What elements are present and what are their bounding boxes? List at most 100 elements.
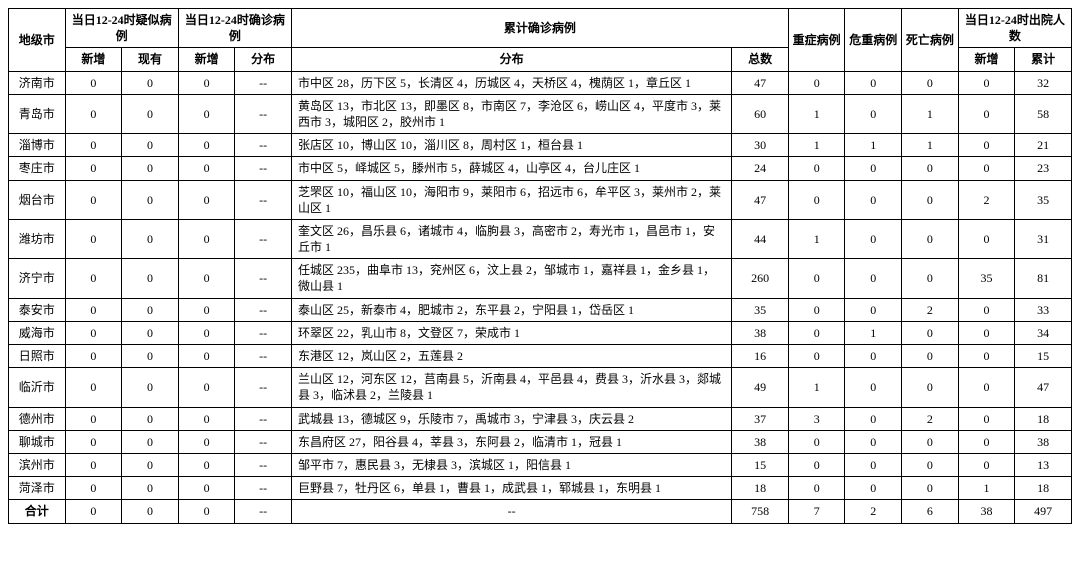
cell-severe: 0 [788, 477, 845, 500]
cell-discharged-new: 0 [958, 157, 1015, 180]
cell-confirmed-new: 0 [178, 368, 235, 407]
cell-confirmed-new: 0 [178, 157, 235, 180]
cell-critical: 0 [845, 407, 902, 430]
cell-city: 烟台市 [9, 180, 66, 219]
cell-cumulative-dist: 邹平市 7，惠民县 3，无棣县 3，滨城区 1，阳信县 1 [291, 453, 731, 476]
cell-cumulative-dist: 黄岛区 13，市北区 13，即墨区 8，市南区 7，李沧区 6，崂山区 4，平度… [291, 94, 731, 133]
cell-confirmed-new: 0 [178, 298, 235, 321]
cell-discharged-new: 0 [958, 430, 1015, 453]
cell-cumulative-total: 60 [732, 94, 789, 133]
cell-cumulative-total: 49 [732, 368, 789, 407]
cell-suspected-exist: 0 [122, 157, 179, 180]
cell-confirmed-new: 0 [178, 94, 235, 133]
cell-confirmed-new: 0 [178, 71, 235, 94]
cell-city: 滨州市 [9, 453, 66, 476]
covid-stats-table: 地级市 当日12-24时疑似病例 当日12-24时确诊病例 累计确诊病例 重症病… [8, 8, 1072, 524]
cell-severe: 1 [788, 219, 845, 258]
cell-confirmed-new: 0 [178, 134, 235, 157]
cell-discharged-new: 0 [958, 453, 1015, 476]
cell-discharged-total: 34 [1015, 321, 1072, 344]
cell-city: 济南市 [9, 71, 66, 94]
cell-confirmed-dist: -- [235, 259, 292, 298]
cell-death: 0 [902, 180, 959, 219]
cell-cumulative-dist: 奎文区 26，昌乐县 6，诸城市 4，临朐县 3，高密市 2，寿光市 1，昌邑市… [291, 219, 731, 258]
cell-discharged-new: 0 [958, 219, 1015, 258]
cell-discharged-total: 497 [1015, 500, 1072, 523]
cell-city: 威海市 [9, 321, 66, 344]
cell-suspected-exist: 0 [122, 134, 179, 157]
cell-cumulative-dist: 任城区 235，曲阜市 13，兖州区 6，汶上县 2，邹城市 1，嘉祥县 1，金… [291, 259, 731, 298]
cell-discharged-new: 0 [958, 407, 1015, 430]
hdr-conf-dist: 分布 [235, 48, 292, 71]
cell-critical: 0 [845, 298, 902, 321]
table-row: 滨州市000--邹平市 7，惠民县 3，无棣县 3，滨城区 1，阳信县 1150… [9, 453, 1072, 476]
hdr-death: 死亡病例 [902, 9, 959, 72]
cell-death: 0 [902, 157, 959, 180]
cell-cumulative-total: 38 [732, 430, 789, 453]
cell-death: 0 [902, 321, 959, 344]
cell-cumulative-dist: 市中区 5，峄城区 5，滕州市 5，薛城区 4，山亭区 4，台儿庄区 1 [291, 157, 731, 180]
cell-confirmed-dist: -- [235, 157, 292, 180]
cell-severe: 0 [788, 345, 845, 368]
cell-suspected-new: 0 [65, 219, 122, 258]
cell-confirmed-dist: -- [235, 180, 292, 219]
cell-suspected-new: 0 [65, 477, 122, 500]
cell-discharged-new: 38 [958, 500, 1015, 523]
cell-city: 泰安市 [9, 298, 66, 321]
cell-severe: 7 [788, 500, 845, 523]
cell-cumulative-total: 260 [732, 259, 789, 298]
cell-discharged-total: 32 [1015, 71, 1072, 94]
cell-cumulative-total: 15 [732, 453, 789, 476]
cell-suspected-exist: 0 [122, 368, 179, 407]
cell-suspected-new: 0 [65, 298, 122, 321]
hdr-discharged: 当日12-24时出院人数 [958, 9, 1071, 48]
cell-city: 德州市 [9, 407, 66, 430]
table-row: 日照市000--东港区 12，岚山区 2，五莲县 216000015 [9, 345, 1072, 368]
cell-cumulative-dist: 泰山区 25，新泰市 4，肥城市 2，东平县 2，宁阳县 1，岱岳区 1 [291, 298, 731, 321]
cell-confirmed-dist: -- [235, 345, 292, 368]
cell-suspected-new: 0 [65, 321, 122, 344]
cell-suspected-new: 0 [65, 157, 122, 180]
cell-city: 菏泽市 [9, 477, 66, 500]
cell-cumulative-total: 758 [732, 500, 789, 523]
cell-city: 济宁市 [9, 259, 66, 298]
cell-death: 0 [902, 453, 959, 476]
cell-discharged-new: 0 [958, 345, 1015, 368]
table-row: 泰安市000--泰山区 25，新泰市 4，肥城市 2，东平县 2，宁阳县 1，岱… [9, 298, 1072, 321]
cell-city: 潍坊市 [9, 219, 66, 258]
cell-cumulative-dist: 武城县 13，德城区 9，乐陵市 7，禹城市 3，宁津县 3，庆云县 2 [291, 407, 731, 430]
cell-confirmed-dist: -- [235, 453, 292, 476]
cell-suspected-exist: 0 [122, 71, 179, 94]
cell-city: 日照市 [9, 345, 66, 368]
cell-discharged-total: 35 [1015, 180, 1072, 219]
cell-confirmed-dist: -- [235, 134, 292, 157]
cell-suspected-new: 0 [65, 453, 122, 476]
cell-severe: 1 [788, 134, 845, 157]
cell-cumulative-dist: -- [291, 500, 731, 523]
cell-discharged-new: 2 [958, 180, 1015, 219]
cell-suspected-exist: 0 [122, 298, 179, 321]
cell-death: 0 [902, 219, 959, 258]
cell-suspected-exist: 0 [122, 430, 179, 453]
cell-suspected-new: 0 [65, 407, 122, 430]
cell-cumulative-total: 38 [732, 321, 789, 344]
cell-discharged-total: 23 [1015, 157, 1072, 180]
cell-confirmed-new: 0 [178, 345, 235, 368]
cell-confirmed-new: 0 [178, 500, 235, 523]
cell-confirmed-dist: -- [235, 219, 292, 258]
table-row: 威海市000--环翠区 22，乳山市 8，文登区 7，荣成市 138010034 [9, 321, 1072, 344]
cell-confirmed-dist: -- [235, 430, 292, 453]
cell-critical: 0 [845, 180, 902, 219]
cell-suspected-new: 0 [65, 259, 122, 298]
cell-critical: 1 [845, 134, 902, 157]
cell-cumulative-total: 30 [732, 134, 789, 157]
cell-suspected-new: 0 [65, 94, 122, 133]
table-row: 烟台市000--芝罘区 10，福山区 10，海阳市 9，莱阳市 6，招远市 6，… [9, 180, 1072, 219]
cell-severe: 1 [788, 94, 845, 133]
cell-suspected-exist: 0 [122, 453, 179, 476]
hdr-suspected: 当日12-24时疑似病例 [65, 9, 178, 48]
cell-discharged-total: 47 [1015, 368, 1072, 407]
cell-cumulative-total: 24 [732, 157, 789, 180]
cell-critical: 0 [845, 477, 902, 500]
cell-cumulative-total: 47 [732, 71, 789, 94]
